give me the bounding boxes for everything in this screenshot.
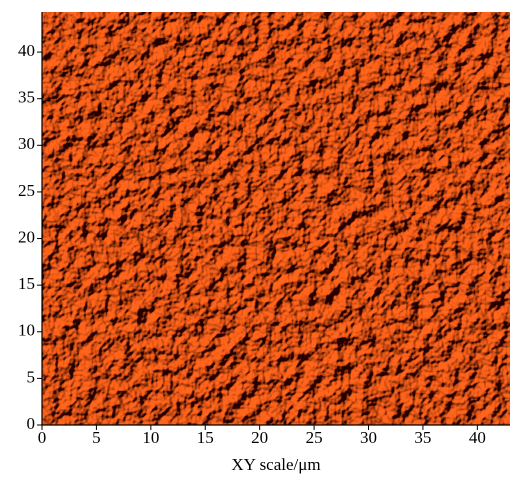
- x-tick-label: 35: [414, 428, 431, 447]
- y-tick-label: 15: [18, 274, 35, 293]
- x-tick-label: 40: [469, 428, 486, 447]
- y-tick-label: 40: [18, 41, 35, 60]
- x-tick-label: 5: [92, 428, 101, 447]
- y-tick-label: 35: [18, 88, 35, 107]
- y-tick-label: 0: [27, 414, 36, 433]
- y-tick-label: 25: [18, 181, 35, 200]
- y-tick-label: 5: [27, 367, 36, 386]
- x-tick-label: 30: [360, 428, 377, 447]
- x-tick-label: 0: [38, 428, 47, 447]
- x-tick-label: 10: [142, 428, 159, 447]
- x-axis-label: XY scale/μm: [231, 455, 320, 474]
- x-tick-label: 20: [251, 428, 268, 447]
- afm-image: [42, 12, 510, 425]
- y-tick-label: 30: [18, 134, 35, 153]
- x-tick-label: 25: [306, 428, 323, 447]
- x-tick-label: 15: [197, 428, 214, 447]
- y-tick-label: 20: [18, 227, 35, 246]
- y-tick-label: 10: [18, 321, 35, 340]
